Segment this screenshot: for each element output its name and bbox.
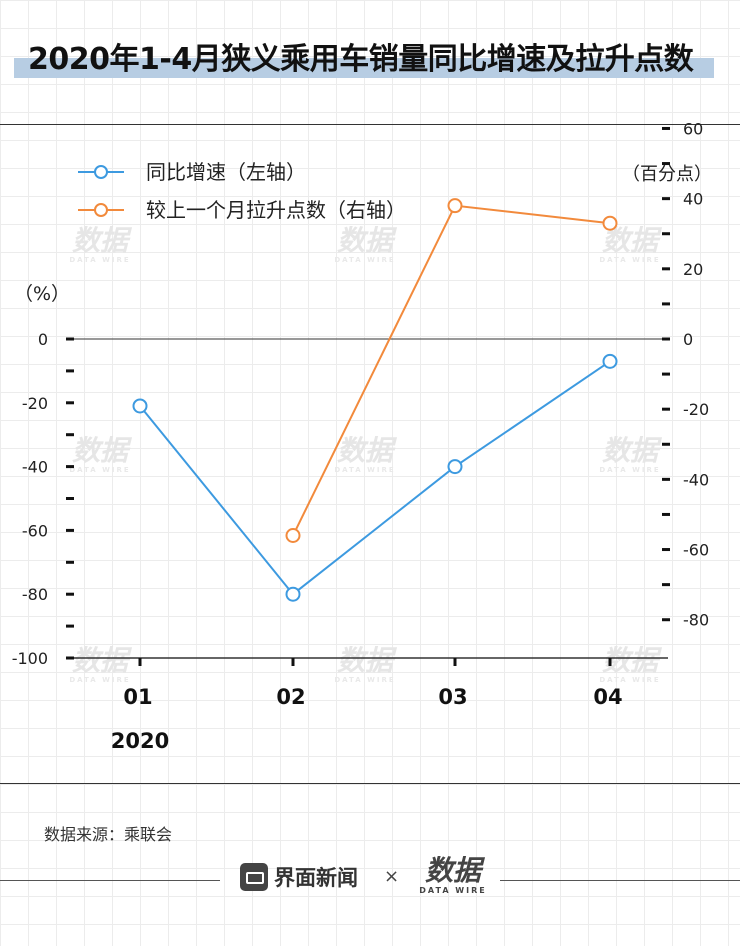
watermark-sub-0: DATA WIRE — [69, 256, 130, 264]
watermark-text-5: 数据 — [602, 434, 663, 467]
legend-marker-1 — [94, 203, 108, 217]
left-axis-unit: （%） — [14, 283, 70, 305]
series-point-0 — [602, 353, 618, 369]
series-point-1 — [447, 198, 463, 214]
watermark-text-4: 数据 — [337, 434, 398, 467]
data-wire-logo: 数据 DATA WIRE — [416, 854, 490, 896]
x-axis-tick-label: 01 — [123, 685, 152, 709]
footer-line-left — [0, 880, 220, 881]
series-point-0 — [285, 586, 301, 602]
left-axis-tick-label: -20 — [22, 394, 48, 413]
watermark-text-0: 数据 — [72, 224, 133, 257]
jiemian-logo-icon — [240, 863, 268, 891]
legend-marker-0 — [94, 165, 108, 179]
left-axis-tick-label: 0 — [38, 330, 48, 349]
watermark-sub-5: DATA WIRE — [599, 466, 660, 474]
title-highlight-band — [14, 58, 714, 78]
series-point-1 — [285, 528, 301, 544]
brand-separator: × — [384, 866, 400, 887]
chart-axes: 0 -20 -40 -60 -80 -100 （%） 60 40 20 0 -20 -40 -60 -80 （… — [12, 119, 712, 753]
chart-legend: 同比增速（左轴） 较上一个月拉升点数（右轴） — [78, 160, 406, 222]
right-axis-tick-label: 0 — [683, 330, 693, 349]
series-line-0 — [139, 360, 611, 596]
left-axis-tick-label: -60 — [22, 521, 48, 540]
watermark-sub-7: DATA WIRE — [334, 676, 395, 684]
x-axis-year-label: 2020 — [111, 729, 169, 753]
watermark-sub-6: DATA WIRE — [69, 676, 130, 684]
left-axis-tick-label: -40 — [22, 458, 48, 477]
right-axis-tick-label: -80 — [683, 611, 709, 630]
bottom-divider — [0, 783, 740, 784]
top-divider — [0, 124, 740, 125]
jiemian-brand: 界面新闻 — [240, 862, 358, 892]
watermark-text-1: 数据 — [337, 224, 398, 257]
watermark-sub-3: DATA WIRE — [69, 466, 130, 474]
series-point-0 — [132, 398, 148, 414]
left-axis-tick-label: -80 — [22, 585, 48, 604]
data-wire-logo-sub: DATA WIRE — [419, 886, 487, 895]
watermark-sub-1: DATA WIRE — [334, 256, 395, 264]
right-axis-tick-label: -40 — [683, 470, 709, 489]
right-axis-tick-label: 40 — [683, 190, 703, 209]
watermark-sub-8: DATA WIRE — [599, 676, 660, 684]
watermark-text-7: 数据 — [337, 644, 398, 677]
watermark-text-3: 数据 — [72, 434, 133, 467]
legend-label-1: 较上一个月拉升点数（右轴） — [146, 198, 406, 222]
right-axis-tick-label: 60 — [683, 119, 703, 138]
legend-label-0: 同比增速（左轴） — [146, 160, 306, 184]
footer-line-right — [500, 880, 740, 881]
chart-series — [132, 198, 618, 602]
watermark-text-6: 数据 — [72, 644, 133, 677]
x-axis-tick-label: 03 — [438, 685, 467, 709]
right-axis-tick-label: 20 — [683, 260, 703, 279]
watermark-text-8: 数据 — [602, 644, 663, 677]
series-point-1 — [602, 215, 618, 231]
left-axis-tick-label: -100 — [12, 649, 48, 668]
data-source: 数据来源：乘联会 — [44, 825, 173, 844]
brand-name: 界面新闻 — [274, 866, 358, 890]
right-axis-tick-label: -60 — [683, 541, 709, 560]
right-axis-unit: （百分点） — [622, 164, 712, 185]
page-title: 2020年1-4月狭义乘用车销量同比增速及拉升点数 — [28, 42, 694, 77]
watermark-sub-4: DATA WIRE — [334, 466, 395, 474]
right-axis-tick-label: -20 — [683, 400, 709, 419]
x-axis-tick-label: 02 — [276, 685, 305, 709]
data-wire-logo-text: 数据 — [424, 854, 481, 887]
series-point-0 — [447, 459, 463, 475]
x-axis-tick-label: 04 — [593, 685, 622, 709]
watermark-sub-2: DATA WIRE — [599, 256, 660, 264]
